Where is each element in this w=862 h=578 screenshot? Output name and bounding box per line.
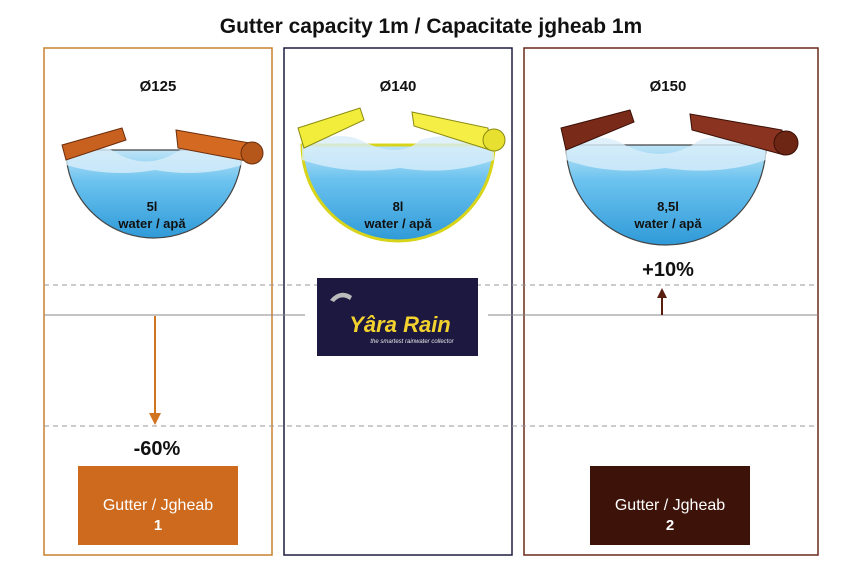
logo-box xyxy=(317,278,478,356)
gutter-lip xyxy=(560,109,635,151)
capacity: 8l xyxy=(393,199,404,214)
diameter: Ø125 xyxy=(140,78,177,95)
logo-tagline: the smartest rainwater collector xyxy=(370,339,454,345)
capacity: 5l xyxy=(147,199,158,214)
gutter-box xyxy=(590,466,750,545)
water-wave xyxy=(302,136,494,171)
logo-icon xyxy=(330,292,352,302)
capacity: 8,5l xyxy=(657,199,679,214)
panel-frame xyxy=(523,47,819,556)
diameter: Ø150 xyxy=(650,78,687,95)
arrow-head xyxy=(657,288,667,298)
diameter: Ø140 xyxy=(380,78,417,95)
logo-name: Yâra Rain xyxy=(349,312,451,337)
change: +10% xyxy=(642,259,694,281)
panel-frame xyxy=(43,47,273,556)
gutter-bead xyxy=(773,130,799,156)
gutter-illustration xyxy=(61,127,264,239)
capacity-label: water / apă xyxy=(363,216,432,231)
gutter-bead xyxy=(240,141,264,165)
gutter-number: 2 xyxy=(666,517,674,534)
gutter-label: Gutter / Jgheab xyxy=(615,497,725,514)
gutter-lip xyxy=(297,107,365,149)
capacity-label: water / apă xyxy=(633,216,702,231)
capacity-label: water / apă xyxy=(117,216,186,231)
gutter-lip xyxy=(61,127,127,161)
gutter-bead xyxy=(482,128,506,152)
gutter-illustration xyxy=(297,107,506,243)
gutter-box xyxy=(78,466,238,545)
water-wave xyxy=(566,136,766,171)
panel-frame xyxy=(283,47,513,556)
gutter-illustration xyxy=(560,109,799,246)
title: Gutter capacity 1m / Capacitate jgheab 1… xyxy=(220,15,642,38)
arrow-head xyxy=(149,413,161,425)
gutter-label: Gutter / Jgheab xyxy=(103,497,213,514)
change: -60% xyxy=(134,438,181,460)
gutter-number: 1 xyxy=(154,517,162,534)
